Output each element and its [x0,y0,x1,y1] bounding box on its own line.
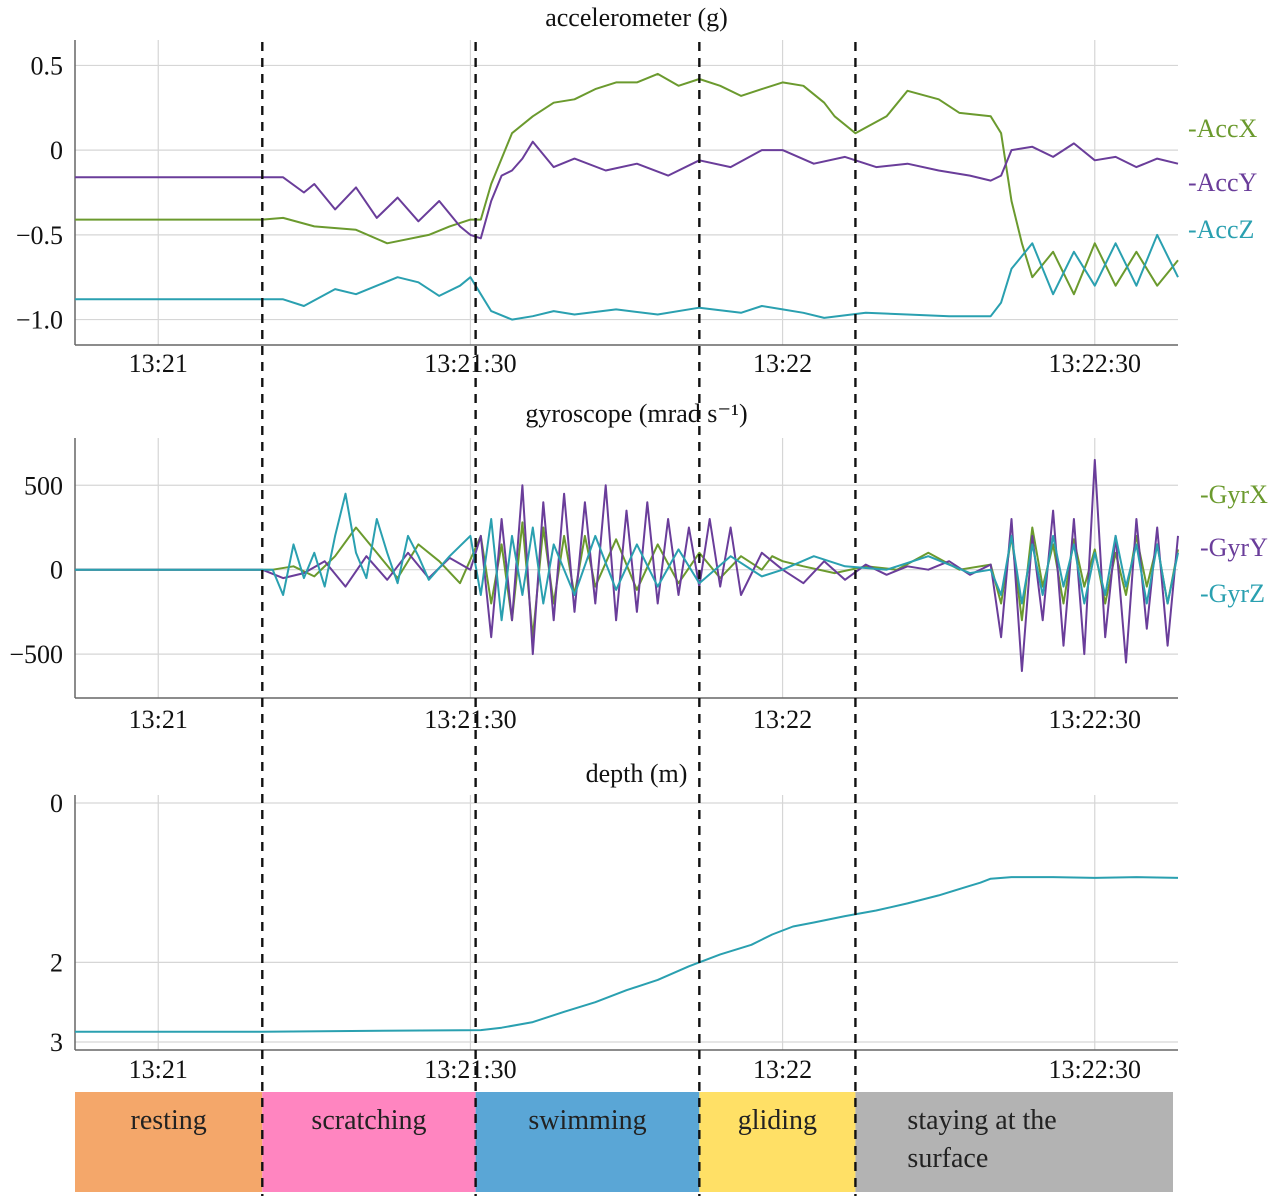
phase-label: resting [131,1105,207,1136]
legend-entry: -GyrZ [1200,579,1265,608]
x-tick-label: 13:22:30 [1049,705,1141,734]
y-tick-label: −0.5 [16,221,63,250]
phase-label-line: scratching [311,1105,426,1136]
phase-label-line: gliding [738,1105,817,1136]
series-line-gyrz [75,492,1179,622]
panel-title: accelerometer (g) [545,3,728,32]
x-tick-label: 13:21 [129,349,188,378]
panel-2: gyroscope (mrad s⁻¹) 500 0 −500 13:21 13:21:3… [9,399,1268,734]
phase-block [262,1092,476,1192]
x-tick-label: 13:21:30 [424,349,516,378]
panel-title: depth (m) [586,759,688,788]
phase-label-line: resting [131,1105,207,1136]
phase-label: scratching [311,1105,426,1136]
phase-label: swimming [528,1105,646,1136]
series-line-accz [75,233,1179,321]
y-tick-label: 0 [50,556,63,585]
x-tick-label: 13:22:30 [1049,1055,1141,1084]
y-tick-label: 0 [50,136,63,165]
x-tick-label: 13:21:30 [424,705,516,734]
legend-entry: -AccX [1188,114,1258,143]
phase-label-line: swimming [528,1105,646,1136]
legend-entry: -GyrX [1200,480,1268,509]
x-tick-label: 13:22 [753,1055,812,1084]
x-tick-label: 13:22:30 [1049,349,1141,378]
legend-entry: -GyrY [1200,533,1268,562]
phase-block [475,1092,700,1192]
series-line-accx [75,72,1179,296]
y-tick-label: 3 [50,1028,63,1057]
panel-3: depth (m) 0 2 3 13:21 13:21:30 13:22 13:22:30 [50,759,1179,1084]
panel-1: accelerometer (g) 0.5 0 −0.5 −1.0 13:21 13:21:… [16,3,1258,378]
y-tick-label: 0.5 [31,51,64,80]
series-line-gyry [75,458,1179,672]
y-tick-label: −500 [9,640,63,669]
y-tick-label: 2 [50,948,63,977]
phase-label: gliding [738,1105,817,1136]
phase-block [699,1092,856,1192]
y-tick-label: −1.0 [16,306,63,335]
x-tick-label: 13:22 [753,349,812,378]
series-line-accy [75,140,1179,240]
phase-label: staying at the surface [907,1105,1056,1174]
phase-bar: resting scratching swimming gliding staying … [75,1092,1173,1192]
x-tick-label: 13:21 [129,705,188,734]
phase-block [75,1092,263,1192]
panel-title: gyroscope (mrad s⁻¹) [525,399,747,428]
series-line-depth [75,876,1179,1033]
x-tick-label: 13:22 [753,705,812,734]
y-tick-label: 0 [50,789,63,818]
legend-entry: -AccZ [1188,215,1254,244]
phase-label-line: staying at the [907,1105,1056,1136]
x-tick-label: 13:21 [129,1055,188,1084]
phase-label-line: surface [907,1143,988,1174]
phase-block [855,1092,1173,1192]
x-tick-label: 13:21:30 [424,1055,516,1084]
y-tick-label: 500 [24,471,63,500]
legend-entry: -AccY [1188,168,1258,197]
